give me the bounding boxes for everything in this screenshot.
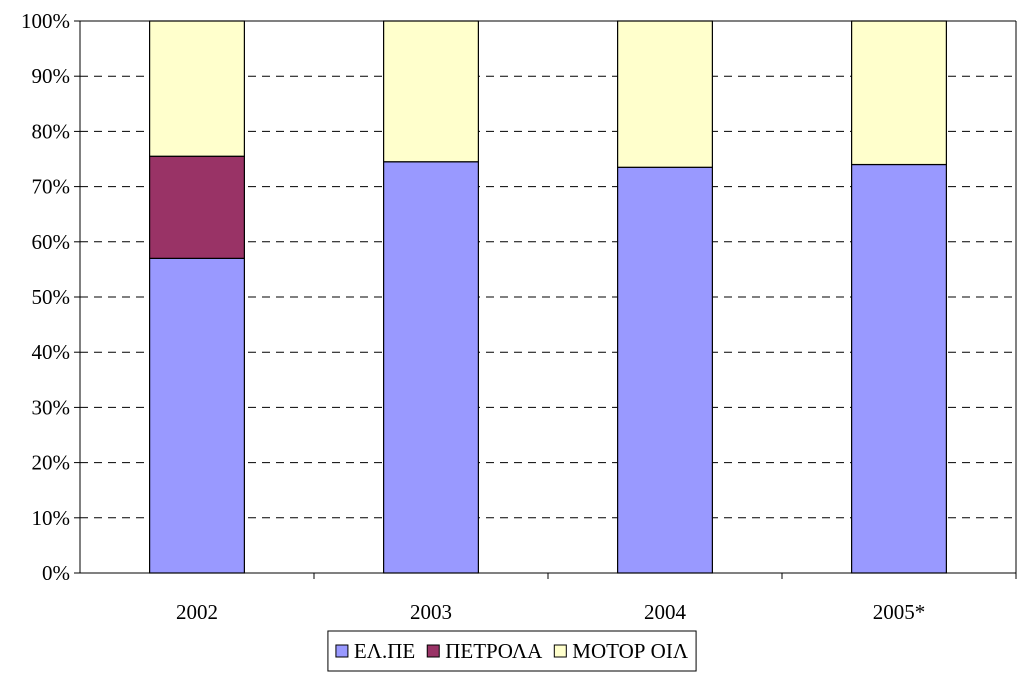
bar-segment-1-2004 [617,166,713,574]
y-tick-label: 10% [32,506,71,530]
legend-swatch [553,644,567,658]
y-tick-label: 90% [32,64,71,88]
x-tick-label: 2004 [644,600,687,624]
y-tick-label: 0% [42,561,70,585]
y-tick-label: 100% [21,9,70,33]
legend-box [327,630,697,672]
bar-segment-3-2003 [383,20,479,163]
bar-segment-3-2005* [851,20,947,166]
y-tick-label: 50% [32,285,71,309]
y-tick-label: 70% [32,175,71,199]
y-tick-label: 30% [32,395,71,419]
legend-swatch [335,644,349,658]
y-tick-label: 40% [32,340,71,364]
bar-segment-3-2002 [149,20,245,157]
bar-segment-3-2004 [617,20,713,168]
y-tick-label: 60% [32,230,71,254]
legend-label: ΕΛ.ΠΕ [354,639,415,663]
y-tick-label: 80% [32,119,71,143]
bar-segment-1-2002 [149,257,245,574]
bar-segment-2-2002 [149,155,245,259]
axes: 0% 10% 20% 30% 40% 50% 60% 70% 80% 90% 100% 2002 200… [21,9,1017,624]
bars [149,20,947,574]
x-tick-label: 2002 [176,600,218,624]
y-tick-label: 20% [32,451,71,475]
x-tick-label: 2005* [873,600,926,624]
legend: ΕΛ.ΠΕ ΠΕΤΡΟΛΑ ΜΟΤΟΡ ΟΙΛ [327,630,697,672]
bar-segment-1-2003 [383,161,479,574]
legend-label: ΠΕΤΡΟΛΑ [445,639,543,663]
legend-swatch [426,644,440,658]
bar-segment-1-2005* [851,163,947,574]
x-tick-label: 2003 [410,600,452,624]
legend-label: ΜΟΤΟΡ ΟΙΛ [572,639,689,663]
